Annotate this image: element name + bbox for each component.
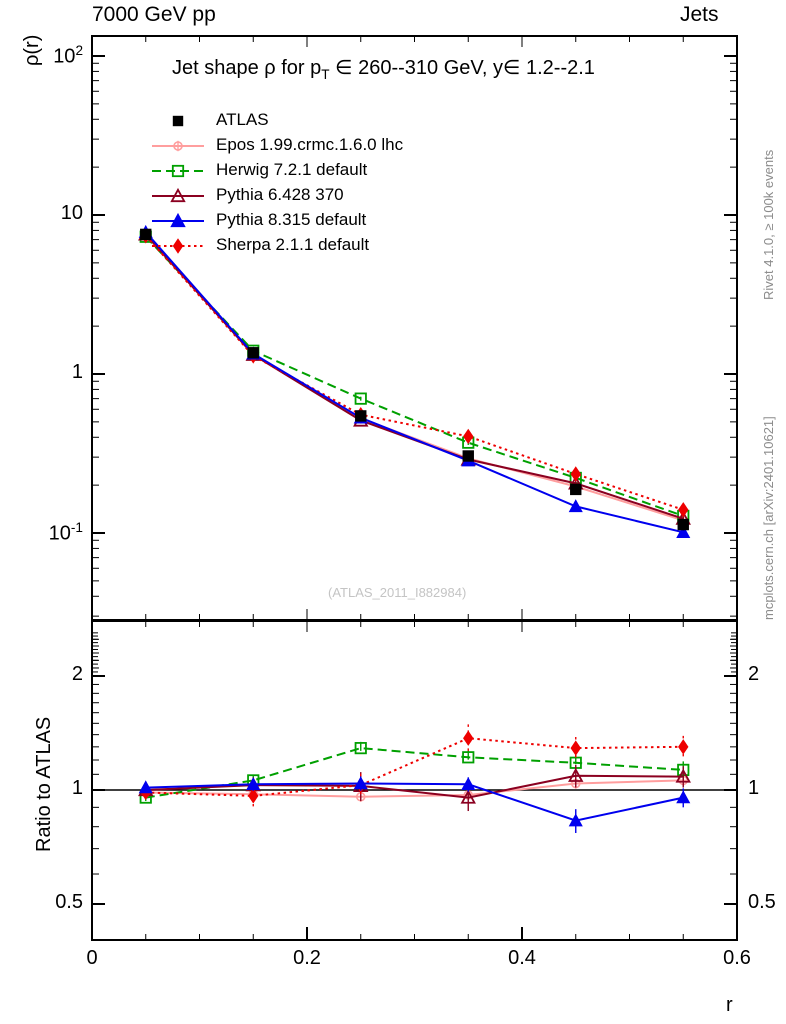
xtick-label-1: 0.2 [293,947,321,969]
main-marker-atlas [462,450,474,462]
main-title-sub: T [321,66,330,82]
main-curve-pythia6 [145,233,684,520]
ratio-marker-pythia8 [138,780,153,794]
ratio-marker-herwig [354,742,367,755]
header-left: 7000 GeV pp [92,3,216,26]
ytick-label-main-1: 10 [60,202,83,224]
legend-swatch-pythia8 [152,212,204,228]
legend-label-pythia6: Pythia 6.428 370 [216,185,344,204]
main-title: Jet shape ρ for pT ∈ 260--310 GeV, y∈ 1.… [172,58,595,81]
ratio-panel-frame [91,620,738,941]
legend-swatch-sherpa [152,238,204,254]
ratio-marker-sherpa [463,730,474,746]
ytick-label-ratio-0: 2 [71,663,83,685]
legend-swatch-atlas [172,115,184,127]
ratio-marker-sherpa [678,739,689,755]
legend-marker-sherpa [172,238,184,254]
ytick-label-ratio-right-1: 1 [748,777,760,799]
ratio-curve-herwig [145,747,684,799]
legend-label-epos: Epos 1.99.crmc.1.6.0 lhc [216,135,404,154]
main-marker-sherpa [570,466,581,482]
ytick-label-main-2: 1 [71,361,83,383]
ytick-label-ratio-right-2: 0.5 [748,891,776,913]
ratio-curve-pythia6 [145,774,684,799]
ytick-label-main-0: 102 [53,43,83,68]
xtick-label-3: 0.6 [723,947,751,969]
main-marker-atlas [570,483,582,496]
xtick-label-2: 0.4 [508,947,536,969]
main-curve-pythia8 [145,231,684,534]
legend-label-pythia8: Pythia 8.315 default [216,210,367,229]
generated-graphics [91,35,738,941]
legend-marker-pythia6 [170,187,186,203]
main-title-part1: Jet shape ρ for p [172,57,322,79]
main-marker-atlas [355,410,367,422]
main-curve-epos [145,234,684,522]
legend-label-atlas: ATLAS [216,110,269,129]
ytick-label-main-3: 10-1 [48,520,83,545]
main-title-part2: ∈ 260--310 GeV, y∈ 1.2--2.1 [329,57,595,79]
ytick-label-ratio-1: 1 [71,777,83,799]
main-marker-sherpa [678,502,689,518]
main-marker-pythia8 [568,499,583,513]
legend-label-herwig: Herwig 7.2.1 default [216,160,368,179]
legend-label-sherpa: Sherpa 2.1.1 default [216,235,370,254]
main-marker-atlas [140,228,152,241]
legend-swatch-epos [152,140,204,152]
ytick-label-ratio-right-0: 2 [748,663,760,685]
legend-swatch-pythia6 [152,187,204,203]
xaxis-label: r [726,994,733,1016]
legend-marker-pythia8 [170,212,186,228]
ratio-marker-pythia8 [246,777,261,791]
ratio-marker-pythia6 [675,768,691,783]
main-curve-herwig [145,236,684,517]
ratio-marker-pythia8 [676,790,691,804]
ratio-marker-pythia8 [353,776,368,790]
ratio-marker-sherpa [570,740,581,756]
ratio-marker-pythia6 [568,767,584,782]
watermark: (ATLAS_2011_I882984) [328,585,467,600]
header-right: Jets [680,3,719,26]
legend-marker-herwig [171,164,185,178]
ratio-marker-herwig [462,751,475,764]
main-marker-herwig [354,392,367,405]
legend-marker-atlas [172,115,184,127]
ratio-marker-sherpa [248,788,259,804]
ratio-marker-pythia8 [568,813,583,827]
main-marker-pythia8 [676,525,691,539]
ratio-curve-epos [145,779,684,798]
ytick-label-ratio-2: 0.5 [55,891,83,913]
ratio-marker-pythia8 [461,777,476,791]
main-marker-sherpa [463,428,474,445]
main-marker-atlas [247,347,259,359]
ratio-curve-pythia8 [145,782,684,822]
main-marker-atlas [677,518,689,531]
main-curve-sherpa [145,235,684,511]
xtick-label-0: 0 [86,947,98,969]
ratio-marker-pythia6 [460,789,476,804]
legend-swatch-herwig [152,164,204,178]
